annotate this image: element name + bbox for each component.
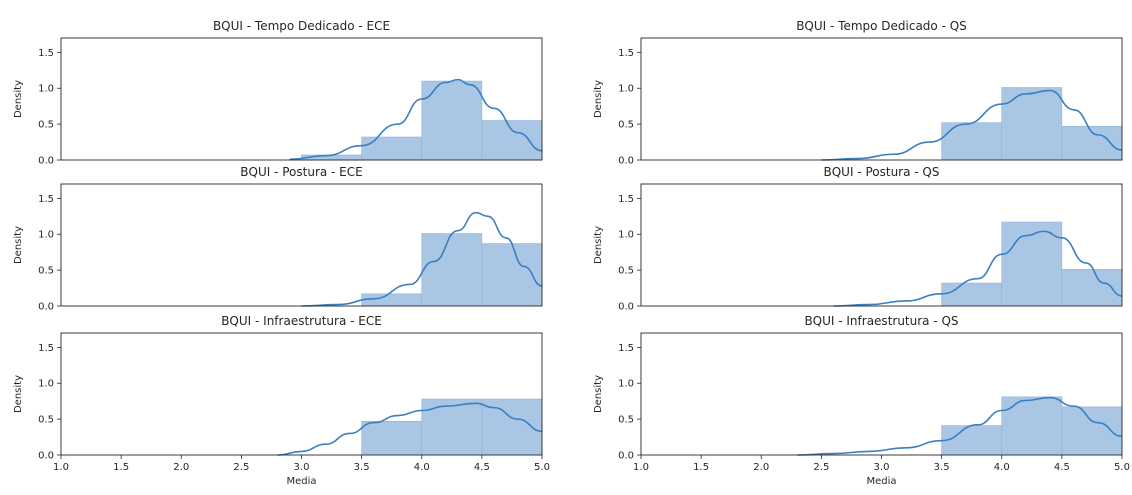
y-axis-label: Density bbox=[13, 80, 24, 118]
x-tick-label: 4.0 bbox=[414, 462, 430, 473]
x-tick-label: 4.5 bbox=[1054, 462, 1070, 473]
y-tick-label: 0.5 bbox=[618, 120, 634, 131]
chart-title: BQUI - Postura - ECE bbox=[240, 165, 362, 179]
y-axis-label: Density bbox=[13, 375, 24, 413]
x-tick-label: 3.5 bbox=[934, 462, 950, 473]
y-tick-label: 0.0 bbox=[38, 156, 54, 167]
chart-title: BQUI - Tempo Dedicado - QS bbox=[796, 19, 967, 33]
y-tick-label: 1.0 bbox=[618, 84, 634, 95]
y-tick-label: 0.0 bbox=[618, 302, 634, 313]
kde-curve bbox=[277, 402, 543, 456]
y-tick-label: 1.0 bbox=[38, 379, 54, 390]
x-tick-label: 2.5 bbox=[233, 462, 249, 473]
kde-curve bbox=[821, 89, 1123, 161]
kde-curve bbox=[289, 78, 543, 161]
histogram-bar bbox=[1061, 269, 1123, 307]
chart-panel-5: BQUI - Infraestrutura - ECE 0.0 0.5 1.0 1.5 D… bbox=[13, 314, 550, 487]
axes-frame bbox=[60, 37, 543, 161]
x-tick-label: 5.0 bbox=[534, 462, 550, 473]
chart-title: BQUI - Postura - QS bbox=[824, 165, 940, 179]
histogram-bar bbox=[421, 398, 483, 456]
histogram-bar bbox=[361, 293, 423, 307]
y-tick-label: 0.5 bbox=[38, 266, 54, 277]
y-tick-label: 1.5 bbox=[618, 48, 634, 59]
y-tick-label: 0.5 bbox=[618, 266, 634, 277]
histogram-bar bbox=[421, 80, 483, 161]
axes-frame bbox=[640, 37, 1123, 161]
x-tick-label: 5.0 bbox=[1114, 462, 1130, 473]
y-tick-label: 1.0 bbox=[38, 230, 54, 241]
x-tick-label: 4.5 bbox=[474, 462, 490, 473]
x-tick-label: 3.0 bbox=[874, 462, 890, 473]
y-tick-label: 1.0 bbox=[618, 230, 634, 241]
y-tick-label: 0.0 bbox=[38, 451, 54, 462]
y-tick-label: 0.0 bbox=[38, 302, 54, 313]
chart-panel-4: BQUI - Postura - QS 0.0 0.5 1.0 1.5 Density bbox=[593, 165, 1123, 313]
x-tick-label: 4.0 bbox=[994, 462, 1010, 473]
x-tick-label: 1.5 bbox=[113, 462, 129, 473]
x-axis-label: Media bbox=[286, 476, 316, 487]
y-axis-label: Density bbox=[13, 226, 24, 264]
y-tick-label: 0.0 bbox=[618, 156, 634, 167]
axes-frame bbox=[60, 183, 543, 307]
chart-title: BQUI - Infraestrutura - ECE bbox=[221, 314, 382, 328]
histogram-bar bbox=[1001, 396, 1063, 456]
x-tick-label: 1.5 bbox=[693, 462, 709, 473]
y-tick-label: 1.0 bbox=[618, 379, 634, 390]
kde-curve bbox=[301, 211, 543, 307]
histogram-bar bbox=[941, 122, 1003, 161]
y-tick-label: 0.5 bbox=[618, 415, 634, 426]
histogram-bar bbox=[1001, 221, 1063, 307]
chart-title: BQUI - Tempo Dedicado - ECE bbox=[213, 19, 390, 33]
histogram-bar bbox=[1061, 406, 1123, 456]
y-tick-label: 0.5 bbox=[38, 415, 54, 426]
chart-panel-2: BQUI - Tempo Dedicado - QS 0.0 0.5 1.0 1.5 De… bbox=[593, 19, 1123, 167]
kde-curve bbox=[833, 230, 1123, 307]
histogram-bar bbox=[421, 233, 483, 307]
chart-panel-3: BQUI - Postura - ECE 0.0 0.5 1.0 1.5 Density bbox=[13, 165, 543, 313]
y-tick-label: 1.5 bbox=[38, 194, 54, 205]
x-tick-label: 1.0 bbox=[53, 462, 69, 473]
y-tick-label: 1.5 bbox=[38, 48, 54, 59]
y-tick-label: 1.5 bbox=[618, 343, 634, 354]
histogram-bar bbox=[361, 420, 423, 456]
y-axis-label: Density bbox=[593, 80, 604, 118]
histogram-bar bbox=[1001, 87, 1063, 161]
x-tick-label: 2.5 bbox=[813, 462, 829, 473]
y-tick-label: 1.0 bbox=[38, 84, 54, 95]
y-axis-label: Density bbox=[593, 226, 604, 264]
kde-curve bbox=[797, 396, 1123, 456]
x-tick-label: 3.0 bbox=[294, 462, 310, 473]
histogram-bar bbox=[481, 120, 543, 161]
chart-panel-6: BQUI - Infraestrutura - QS 0.0 0.5 1.0 1.5 De… bbox=[593, 314, 1130, 487]
histogram-bar bbox=[941, 425, 1003, 456]
x-tick-label: 2.0 bbox=[173, 462, 189, 473]
x-tick-label: 2.0 bbox=[753, 462, 769, 473]
x-tick-label: 1.0 bbox=[633, 462, 649, 473]
y-tick-label: 1.5 bbox=[38, 343, 54, 354]
chart-title: BQUI - Infraestrutura - QS bbox=[804, 314, 958, 328]
chart-panel-1: BQUI - Tempo Dedicado - ECE 0.0 0.5 1.0 1.5 D… bbox=[13, 19, 543, 167]
axes-frame bbox=[640, 183, 1123, 307]
x-axis-label: Media bbox=[866, 476, 896, 487]
y-tick-label: 0.0 bbox=[618, 451, 634, 462]
x-tick-label: 3.5 bbox=[354, 462, 370, 473]
histogram-bar bbox=[361, 136, 423, 161]
y-tick-label: 0.5 bbox=[38, 120, 54, 131]
y-axis-label: Density bbox=[593, 375, 604, 413]
y-tick-label: 1.5 bbox=[618, 194, 634, 205]
histogram-bar bbox=[941, 282, 1003, 307]
